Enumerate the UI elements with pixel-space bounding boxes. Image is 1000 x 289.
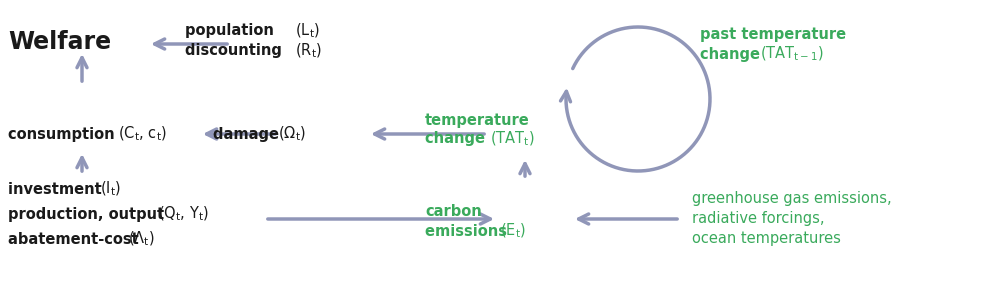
Text: ocean temperatures: ocean temperatures (692, 231, 841, 247)
Text: change: change (425, 131, 490, 147)
Text: carbon: carbon (425, 203, 482, 218)
Text: ($\Omega_\mathregular{t}$): ($\Omega_\mathregular{t}$) (278, 125, 306, 143)
Text: greenhouse gas emissions,: greenhouse gas emissions, (692, 192, 892, 207)
Text: Welfare: Welfare (8, 30, 111, 54)
Text: temperature: temperature (425, 114, 530, 129)
Text: production, output: production, output (8, 207, 169, 221)
Text: (L$_\mathregular{t}$): (L$_\mathregular{t}$) (295, 22, 320, 40)
Text: population: population (185, 23, 279, 38)
Text: (Q$_\mathregular{t}$, Y$_\mathregular{t}$): (Q$_\mathregular{t}$, Y$_\mathregular{t}… (158, 205, 209, 223)
Text: discounting: discounting (185, 44, 287, 58)
Text: (TAT$_\mathregular{t}$): (TAT$_\mathregular{t}$) (490, 130, 535, 148)
Text: (C$_\mathregular{t}$, c$_\mathregular{t}$): (C$_\mathregular{t}$, c$_\mathregular{t}… (118, 125, 167, 143)
Text: (TAT$_\mathregular{t-1}$): (TAT$_\mathregular{t-1}$) (760, 45, 824, 63)
Text: past temperature: past temperature (700, 27, 846, 42)
Text: (R$_\mathregular{t}$): (R$_\mathregular{t}$) (295, 42, 322, 60)
Text: radiative forcings,: radiative forcings, (692, 212, 824, 227)
Text: (I$_\mathregular{t}$): (I$_\mathregular{t}$) (100, 180, 121, 198)
Text: damage: damage (213, 127, 284, 142)
Text: ($\Lambda_\mathregular{t}$): ($\Lambda_\mathregular{t}$) (128, 230, 155, 248)
Text: abatement-cost: abatement-cost (8, 231, 144, 247)
Text: consumption: consumption (8, 127, 120, 142)
Text: investment: investment (8, 181, 107, 197)
Text: (E$_\mathregular{t}$): (E$_\mathregular{t}$) (500, 222, 526, 240)
Text: change: change (700, 47, 765, 62)
Text: emissions: emissions (425, 223, 512, 238)
